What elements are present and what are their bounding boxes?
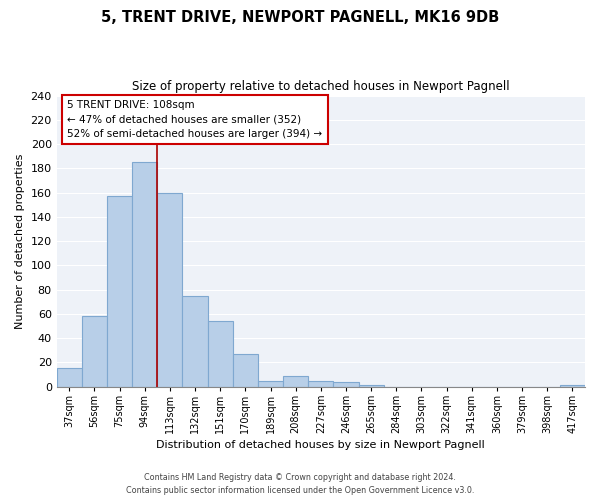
Text: 5, TRENT DRIVE, NEWPORT PAGNELL, MK16 9DB: 5, TRENT DRIVE, NEWPORT PAGNELL, MK16 9D… xyxy=(101,10,499,25)
Bar xyxy=(157,192,182,386)
Bar xyxy=(334,382,359,386)
Bar xyxy=(308,380,334,386)
Y-axis label: Number of detached properties: Number of detached properties xyxy=(15,154,25,329)
Bar xyxy=(283,376,308,386)
Text: 5 TRENT DRIVE: 108sqm
← 47% of detached houses are smaller (352)
52% of semi-det: 5 TRENT DRIVE: 108sqm ← 47% of detached … xyxy=(67,100,322,138)
Bar xyxy=(82,316,107,386)
Bar xyxy=(208,321,233,386)
Bar xyxy=(107,196,132,386)
Bar xyxy=(132,162,157,386)
Title: Size of property relative to detached houses in Newport Pagnell: Size of property relative to detached ho… xyxy=(132,80,509,93)
Bar xyxy=(258,380,283,386)
Bar xyxy=(56,368,82,386)
Text: Contains HM Land Registry data © Crown copyright and database right 2024.
Contai: Contains HM Land Registry data © Crown c… xyxy=(126,474,474,495)
Bar xyxy=(233,354,258,386)
X-axis label: Distribution of detached houses by size in Newport Pagnell: Distribution of detached houses by size … xyxy=(157,440,485,450)
Bar xyxy=(182,296,208,386)
